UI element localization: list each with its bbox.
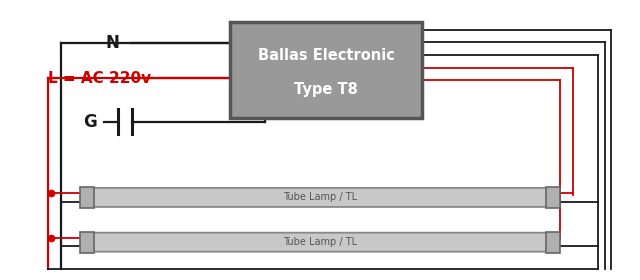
Text: N: N xyxy=(105,34,119,52)
Text: Tube Lamp / TL: Tube Lamp / TL xyxy=(283,237,357,247)
Bar xyxy=(80,232,94,253)
Text: L = AC 220v: L = AC 220v xyxy=(48,71,151,86)
FancyBboxPatch shape xyxy=(92,233,548,252)
FancyBboxPatch shape xyxy=(92,188,548,207)
Bar xyxy=(80,187,94,208)
FancyBboxPatch shape xyxy=(230,22,422,118)
Text: Ballas Electronic: Ballas Electronic xyxy=(258,48,395,63)
Text: G: G xyxy=(83,113,97,131)
Bar xyxy=(546,187,560,208)
Text: Type T8: Type T8 xyxy=(294,81,358,97)
Text: Tube Lamp / TL: Tube Lamp / TL xyxy=(283,192,357,202)
Bar xyxy=(546,232,560,253)
